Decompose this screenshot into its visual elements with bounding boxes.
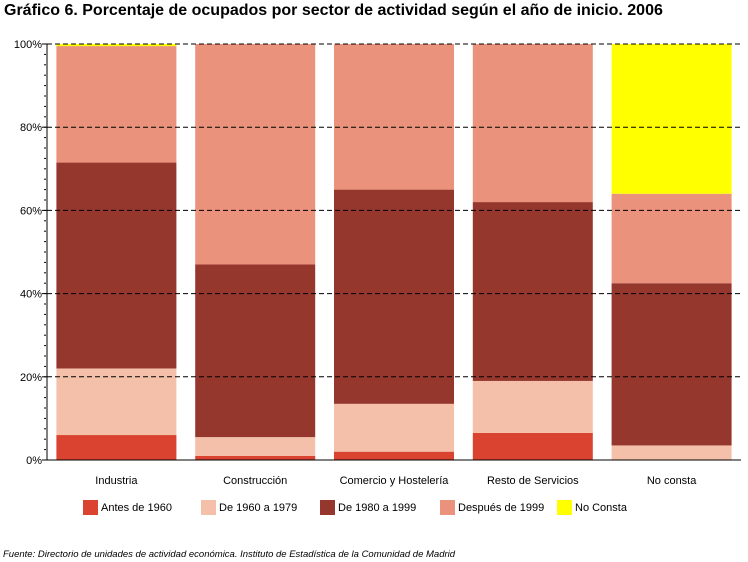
bar-segment	[472, 380, 593, 433]
bar-segment	[56, 368, 177, 436]
bar-segment	[611, 44, 732, 194]
legend-swatch-1980-1999	[320, 500, 335, 515]
legend-swatch-1960-1979	[201, 500, 216, 515]
bar-segment	[195, 264, 316, 438]
legend-label-1980-1999: De 1980 a 1999	[338, 501, 417, 514]
legend-label-antes-1960: Antes de 1960	[101, 501, 172, 514]
bar-segment	[611, 193, 732, 284]
bar-segment	[472, 432, 593, 460]
legend-label-no-consta: No Consta	[575, 501, 627, 514]
y-tick-label: 80%	[20, 122, 42, 134]
y-tick-label: 20%	[20, 372, 42, 384]
bar-segment	[334, 403, 454, 452]
legend-item-no-consta: No Consta	[557, 500, 627, 515]
y-tick-label: 40%	[20, 289, 42, 301]
bar-segment	[56, 162, 177, 369]
bar-segment	[195, 455, 316, 460]
bar-segment	[56, 435, 177, 460]
legend-swatch-despues-1999	[440, 500, 455, 515]
source-note: Fuente: Directorio de unidades de activi…	[3, 549, 456, 560]
x-category-label: Industria	[95, 475, 138, 487]
legend-label-1960-1979: De 1960 a 1979	[219, 501, 298, 514]
bar-segment	[334, 451, 454, 460]
y-tick-label: 100%	[14, 39, 42, 51]
bar-segment	[195, 437, 316, 456]
legend-item-1980-1999: De 1980 a 1999	[320, 500, 416, 515]
x-category-label: No consta	[647, 475, 697, 487]
bar-segment	[472, 202, 593, 381]
legend-item-despues-1999: Después de 1999	[440, 500, 544, 515]
bar-segment	[611, 283, 732, 446]
x-category-label: Comercio y Hostelería	[340, 475, 450, 487]
legend-swatch-no-consta	[557, 500, 572, 515]
bar-segment	[611, 445, 732, 460]
bar-segment	[334, 189, 454, 404]
y-tick-label: 60%	[20, 205, 42, 217]
legend-item-antes-1960: Antes de 1960	[83, 500, 172, 515]
stacked-bar-chart: 0% 20% 40% 60% 80% 100% Industria Construcción C…	[14, 39, 741, 487]
chart-title: Gráfico 6. Porcentaje de ocupados por se…	[4, 2, 663, 19]
legend-label-despues-1999: Después de 1999	[458, 501, 545, 514]
bar-segment	[472, 44, 593, 203]
legend-item-1960-1979: De 1960 a 1979	[201, 500, 297, 515]
bar-segment	[334, 44, 454, 190]
chart-legend: Antes de 1960 De 1960 a 1979 De 1980 a 1…	[0, 500, 748, 520]
bar-segment	[195, 44, 316, 265]
x-category-label: Resto de Servicios	[487, 475, 579, 487]
bar-segment	[56, 46, 177, 163]
legend-swatch-antes-1960	[83, 500, 98, 515]
y-tick-label: 0%	[26, 455, 42, 467]
bar-segment	[56, 44, 177, 47]
x-category-label: Construcción	[223, 475, 287, 487]
